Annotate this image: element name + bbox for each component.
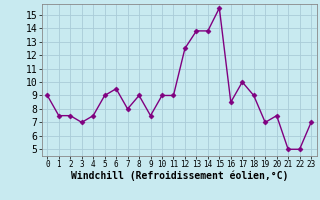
X-axis label: Windchill (Refroidissement éolien,°C): Windchill (Refroidissement éolien,°C) bbox=[70, 171, 288, 181]
